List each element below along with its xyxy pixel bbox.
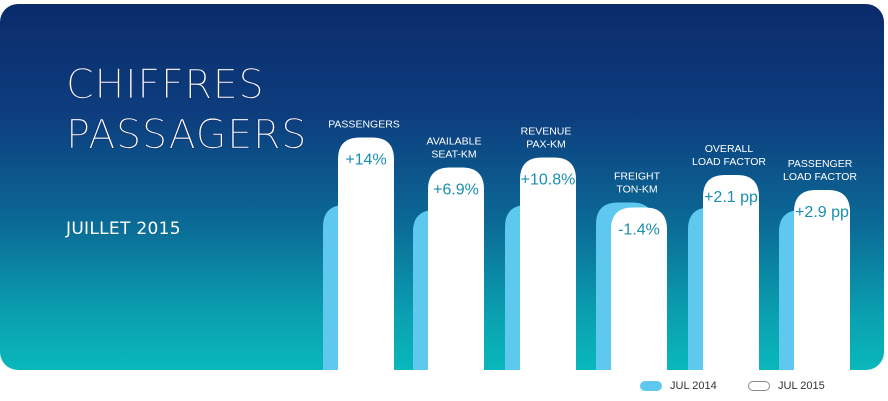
change-label-5: +2.1 pp <box>704 189 758 206</box>
category-label-5-line-2: LOAD FACTOR <box>692 156 766 168</box>
change-label-1: +14% <box>345 152 386 169</box>
change-label-6: +2.9 pp <box>795 204 849 221</box>
category-label-3-line-2: PAX-KM <box>526 139 565 151</box>
chart-title: CHIFFRES PASSAGERS <box>66 60 307 160</box>
legend-label-jul-2015: JUL 2015 <box>778 380 825 392</box>
category-label-6-line-2: LOAD FACTOR <box>783 171 857 183</box>
category-label-5-line-1: OVERALL <box>705 143 754 155</box>
change-label-3: +10.8% <box>521 172 576 189</box>
category-label-2-line-1: AVAILABLE <box>426 136 481 148</box>
chart-subtitle: JUILLET 2015 <box>66 219 181 239</box>
legend-swatch-jul-2014 <box>640 381 662 391</box>
title-line-2: PASSAGERS <box>66 112 308 159</box>
bar-jul-2015-6 <box>794 190 850 370</box>
bar-jul-2015-5 <box>703 175 759 370</box>
bar-jul-2015-3 <box>520 157 576 370</box>
legend-swatch-jul-2015 <box>748 381 770 391</box>
category-label-4-line-2: TON-KM <box>616 184 657 196</box>
category-label-2-line-2: SEAT-KM <box>431 149 476 161</box>
category-label-3-line-1: REVENUE <box>521 126 572 138</box>
title-line-1: CHIFFRES <box>66 62 265 109</box>
legend-label-jul-2014: JUL 2014 <box>670 380 717 392</box>
category-label-4-line-1: FREIGHT <box>614 171 661 183</box>
legend-item-jul-2014: JUL 2014 <box>640 378 717 394</box>
bar-jul-2015-4 <box>611 207 667 370</box>
legend-item-jul-2015: JUL 2015 <box>748 378 825 394</box>
bar-jul-2015-2 <box>428 167 484 370</box>
change-label-4: -1.4% <box>618 222 660 239</box>
change-label-2: +6.9% <box>433 182 479 199</box>
bar-jul-2015-1 <box>338 137 394 370</box>
category-label-1-line-1: PASSENGERS <box>328 119 400 131</box>
category-label-6-line-1: PASSENGER <box>788 158 853 170</box>
